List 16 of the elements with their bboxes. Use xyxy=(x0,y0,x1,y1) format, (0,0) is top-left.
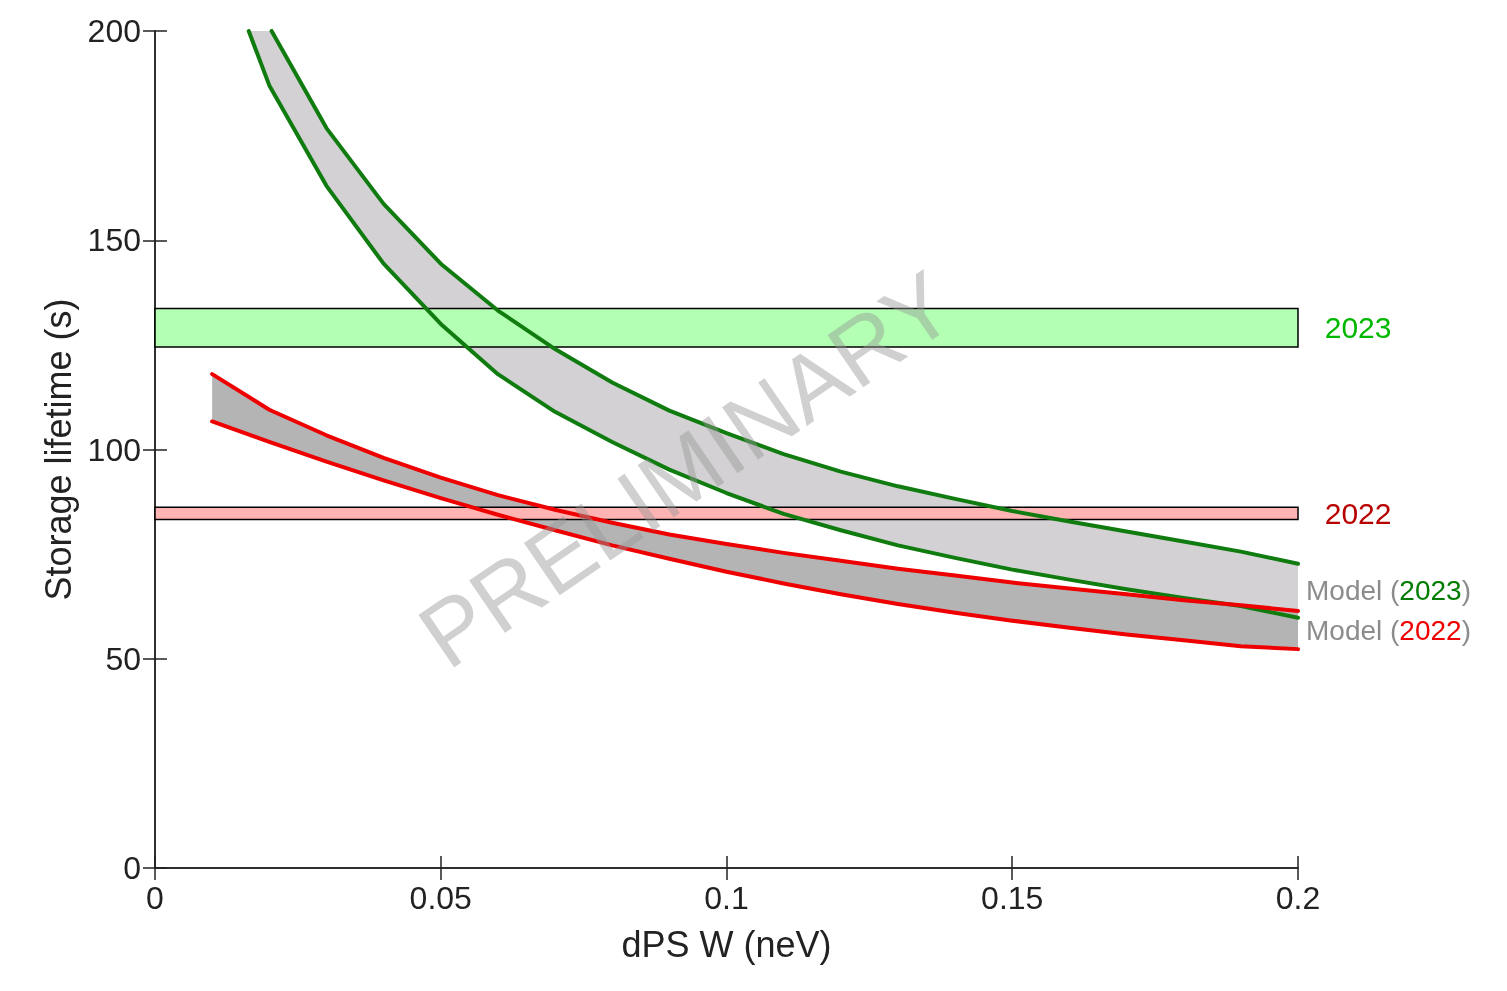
y-tick-label: 50 xyxy=(105,640,141,677)
y-axis-title: Storage lifetime (s) xyxy=(38,298,80,601)
band-label: 2022 xyxy=(1324,496,1392,530)
x-axis-title: dPS W (neV) xyxy=(621,923,832,965)
y-tick-label: 0 xyxy=(123,850,141,886)
y-tick-label: 150 xyxy=(87,222,141,259)
x-tick-label: 0.15 xyxy=(981,880,1044,916)
x-tick-label: 0.1 xyxy=(704,880,749,916)
x-tick-label: 0 xyxy=(146,880,164,916)
series-label: Model (2023) xyxy=(1306,575,1471,607)
y-tick-label: 200 xyxy=(87,13,141,49)
x-tick-label: 0.05 xyxy=(409,880,472,916)
x-tick-label: 0.2 xyxy=(1275,880,1321,916)
band-label: 2023 xyxy=(1324,311,1392,345)
series-label: Model (2022) xyxy=(1306,614,1471,646)
y-tick-label: 100 xyxy=(87,431,141,468)
